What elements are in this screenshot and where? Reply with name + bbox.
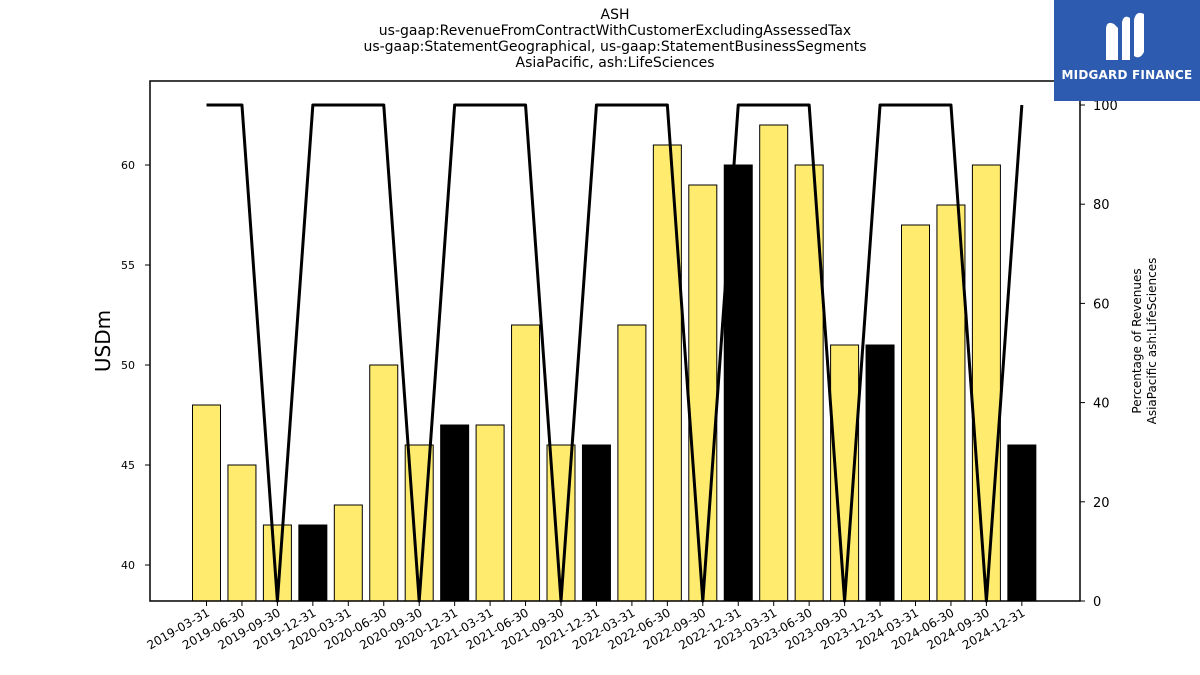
bar-series <box>192 124 1037 602</box>
y2-tick-label: 0 <box>1093 595 1101 610</box>
y2-axis-label-line: Percentage of Revenues <box>1130 268 1144 413</box>
plot-frame <box>149 80 1081 602</box>
y2-tick-label: 100 <box>1093 99 1118 114</box>
bar <box>369 364 399 602</box>
bar <box>652 144 682 602</box>
bar <box>475 424 505 602</box>
y2-axis-label-line: AsiaPacific ash:LifeSciences <box>1145 258 1159 425</box>
y-tick-label: 50 <box>121 359 135 372</box>
title-line-axes: us-gaap:StatementGeographical, us-gaap:S… <box>363 39 867 55</box>
y2-tick-label: 20 <box>1093 496 1110 511</box>
bar <box>759 124 789 602</box>
bar <box>901 224 930 602</box>
logo-text: MIDGARD FINANCE <box>1061 68 1193 82</box>
y-tick-label: 55 <box>121 259 135 272</box>
percentage-line-series <box>206 103 1024 603</box>
y-tick-label: 40 <box>121 559 135 572</box>
bar <box>227 464 257 602</box>
bar <box>192 404 221 602</box>
bar <box>440 424 470 602</box>
title-line-concept: us-gaap:RevenueFromContractWithCustomerE… <box>378 23 852 39</box>
bar <box>617 324 647 602</box>
bar <box>1007 444 1037 602</box>
bar <box>936 204 966 602</box>
y-tick-label: 60 <box>121 159 135 172</box>
midgard-finance-logo: MIDGARD FINANCE <box>1054 0 1200 101</box>
y2-tick-label: 40 <box>1093 397 1110 412</box>
bar <box>688 184 718 602</box>
bar <box>865 344 895 602</box>
bar <box>971 164 1001 602</box>
y2-tick-label: 60 <box>1093 297 1110 312</box>
title-line-ticker: ASH <box>600 7 630 23</box>
bar <box>333 504 363 602</box>
title-line-members: AsiaPacific, ash:LifeSciences <box>515 55 715 71</box>
chart-title: ASH us-gaap:RevenueFromContractWithCusto… <box>0 7 1200 71</box>
percentage-line <box>206 103 1024 603</box>
bar <box>298 524 328 602</box>
y-axis-label: USDm <box>91 310 115 372</box>
bar <box>511 324 541 602</box>
y-tick-label: 45 <box>121 459 135 472</box>
bar <box>581 444 611 602</box>
y2-tick-label: 80 <box>1093 198 1110 213</box>
logo-mark-icon <box>1106 12 1144 61</box>
